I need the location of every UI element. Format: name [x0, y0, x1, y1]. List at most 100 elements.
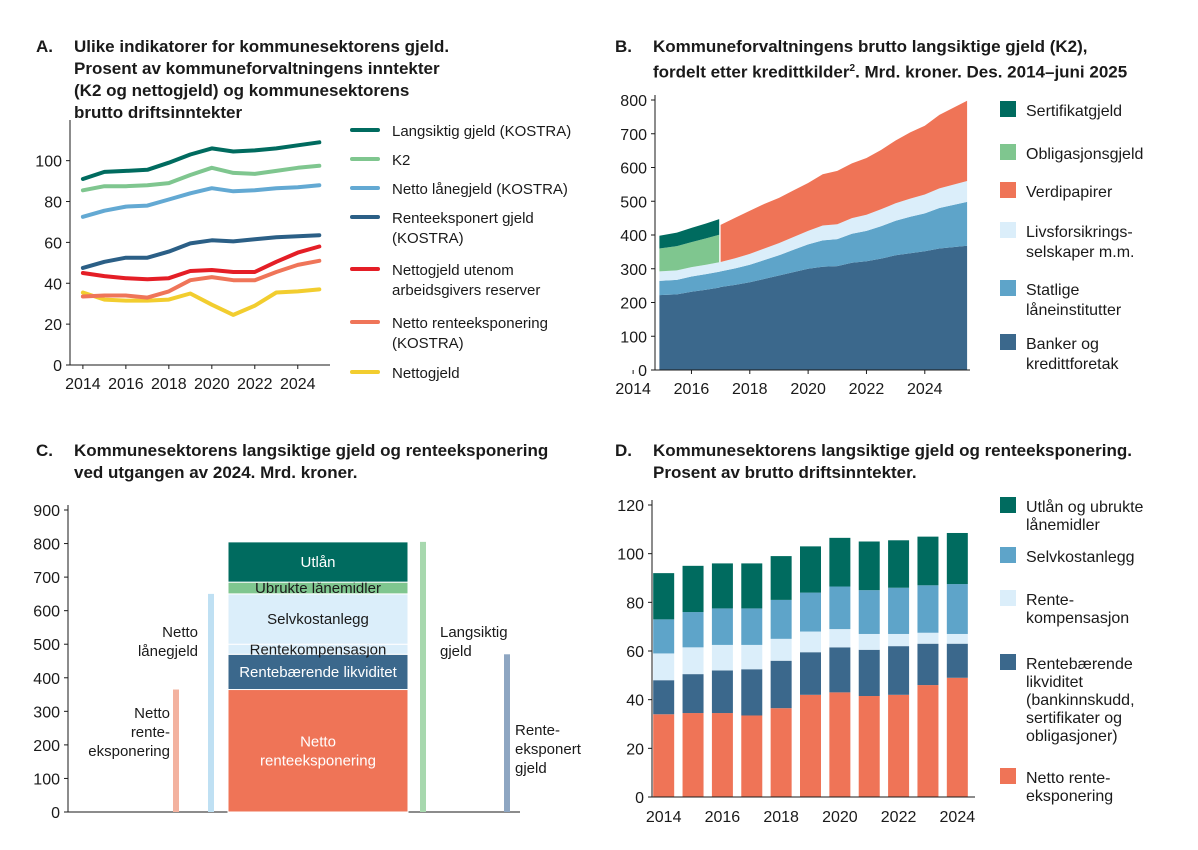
panel-d-legend-swatch [1000, 497, 1016, 513]
panel-b-y-tick-label: 600 [620, 161, 647, 178]
panel-a-legend-label: Langsiktig gjeld (KOSTRA) [392, 123, 571, 140]
panel-b-area [659, 245, 968, 370]
panel-c-y-tick-label: 500 [33, 637, 60, 654]
panel-b-x-tick-label: 2024 [907, 381, 943, 398]
panel-b-y-tick-label: 500 [620, 194, 647, 211]
panel-d-bar-segment [682, 565, 704, 613]
panel-c-segment-label: Rentekompensasjon [250, 641, 387, 658]
panel-d-bar-segment [888, 633, 910, 647]
panel-c-title-line: Kommunesektorens langsiktige gjeld og re… [74, 441, 549, 460]
panel-a-legend-label: Nettogjeld utenom [392, 262, 514, 279]
panel-b-legend-swatch [1000, 144, 1016, 160]
panel-a-title-line: Prosent av kommuneforvaltningens inntekt… [74, 59, 440, 78]
panel-c-stack-segment [227, 593, 409, 645]
panel-c-letter: C. [36, 441, 53, 460]
panel-b-x-tick-label: 2018 [732, 381, 768, 398]
panel-b-legend-label: Sertifikatgjeld [1026, 103, 1122, 120]
panel-b-y-tick-label: 100 [620, 329, 647, 346]
panel-a-series-line [80, 244, 322, 282]
panel-d-bar-segment [800, 631, 821, 653]
panel-a-x-tick-label: 2018 [151, 376, 187, 393]
panel-c-y-tick-label: 700 [33, 570, 60, 587]
panel-c-y-tick-label: 200 [33, 738, 60, 755]
footnote-marker: 2 [849, 63, 856, 74]
panel-d-bar-segment [858, 590, 880, 634]
panel-d-y-tick-label: 40 [626, 693, 644, 710]
panel-d-legend-label: Utlån og ubrukte [1026, 498, 1144, 516]
panel-a-series-line [80, 140, 322, 181]
panel-a-legend-label: Nettogjeld [392, 365, 460, 382]
panel-d-bar-segment [946, 643, 968, 678]
panel-d-bar-segment [829, 692, 851, 797]
panel-a-y-tick-label: 20 [44, 317, 62, 334]
panel-d-bar-segment [858, 541, 880, 591]
panel-c-bracket-label: eksponering [88, 743, 170, 760]
panel-a-title-line: brutto driftsinntekter [74, 103, 243, 122]
panel-d-bar-segment [741, 608, 763, 645]
panel-d-bar-segment [917, 643, 939, 686]
panel-b-area [659, 201, 968, 296]
panel-d-bar-segment [800, 592, 821, 632]
panel-d-bar-segment [653, 619, 675, 654]
panel-d-legend-label: kompensasjon [1026, 610, 1129, 627]
panel-b-y-tick-label: 800 [620, 93, 647, 110]
panel-d-bar-segment [682, 612, 704, 648]
panel-a-x-tick-label: 2022 [237, 376, 273, 393]
panel-d-bar-segment [770, 556, 792, 600]
panel-a-x-tick-label: 2016 [108, 376, 144, 393]
panel-b-legend-swatch [1000, 280, 1016, 296]
panel-d-bar-segment [682, 713, 704, 797]
panel-c-bracket-label: lånegjeld [138, 643, 198, 660]
panel-c-bracket-label: rente- [131, 724, 170, 741]
panel-b-area [659, 219, 720, 249]
panel-d-bar-segment [800, 694, 821, 797]
panel-c-y-tick-label: 300 [33, 704, 60, 721]
panel-b-title-line: Kommuneforvaltningens brutto langsiktige… [653, 37, 1088, 56]
panel-a-title-line: (K2 og nettogjeld) og kommunesektorens [74, 81, 410, 100]
panel-a-y-tick-label: 60 [44, 235, 62, 252]
panel-d-bar-segment [682, 674, 704, 714]
panel-d-legend-swatch [1000, 768, 1016, 784]
panel-c-y-tick-label: 400 [33, 671, 60, 688]
panel-c-bracket-bar [208, 593, 214, 812]
panel-a-title-line: Ulike indikatorer for kommunesektorens g… [74, 37, 450, 56]
panel-c-bracket-bar [420, 541, 426, 812]
panel-d-bar-segment [741, 644, 763, 670]
panel-d-y-tick-label: 120 [617, 498, 644, 515]
panel-a-x-tick-label: 2024 [280, 376, 316, 393]
panel-d-legend-label: Rentebærende [1026, 656, 1133, 673]
panel-d-legend-label: likviditet [1026, 674, 1083, 691]
panel-a-legend-label: (KOSTRA) [392, 230, 464, 247]
panel-d-bar-segment [858, 633, 880, 650]
panel-d-bar-segment [946, 532, 968, 585]
panel-d-legend-swatch [1000, 547, 1016, 563]
panel-d-bar-segment [829, 629, 851, 648]
panel-d-y-tick-label: 100 [617, 547, 644, 564]
panel-b-legend-label: Banker og [1026, 336, 1099, 353]
panel-d-x-tick-label: 2022 [881, 809, 917, 826]
panel-a-series-line [80, 258, 322, 300]
panel-d-legend-swatch [1000, 654, 1016, 670]
panel-a-series-line [80, 163, 322, 193]
panel-c-segment-label: Ubrukte lånemidler [255, 580, 381, 597]
panel-d-bar-segment [711, 563, 733, 609]
panel-d-x-tick-label: 2020 [822, 809, 858, 826]
panel-d-bar-segment [741, 715, 763, 797]
panel-a-legend-label: Netto renteeksponering [392, 315, 548, 332]
panel-d-bar-segment [917, 585, 939, 633]
panel-d-bar-segment [888, 646, 910, 695]
panel-c-segment-label: renteeksponering [260, 752, 376, 769]
panel-c-bracket-label: eksponert [515, 741, 582, 758]
panel-d-legend-label: Selvkostanlegg [1026, 549, 1135, 566]
panel-a-y-tick-label: 100 [35, 154, 62, 171]
panel-b-x-tick-label: 2020 [790, 381, 826, 398]
panel-d-legend-label: (bankinnskudd, [1026, 692, 1135, 709]
panel-b-area [659, 181, 968, 281]
panel-c-title-line: ved utgangen av 2024. Mrd. kroner. [74, 463, 358, 482]
panel-a-y-tick-label: 0 [53, 358, 62, 375]
panel-a-y-tick-label: 40 [44, 276, 62, 293]
panel-d-legend-label: sertifikater og [1026, 710, 1122, 727]
panel-d-bar-segment [888, 540, 910, 588]
panel-b-y-tick-label: 400 [620, 228, 647, 245]
